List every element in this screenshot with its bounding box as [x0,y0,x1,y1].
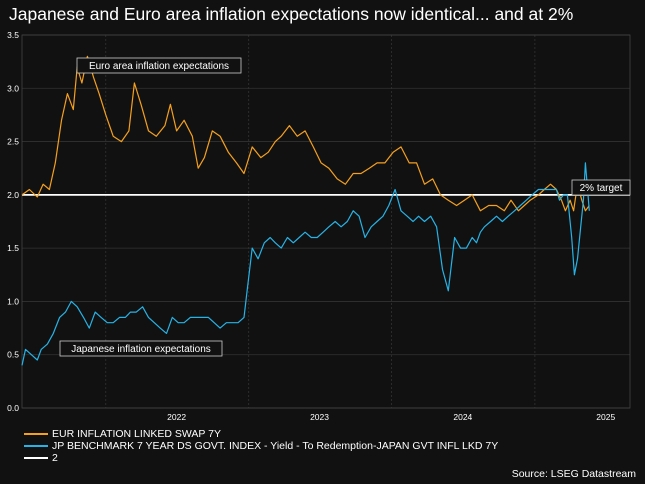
x-tick-label: 2025 [596,412,615,422]
y-tick-label: 3.0 [7,83,19,93]
legend-swatch [24,433,48,435]
y-tick-label: 0.5 [7,350,19,360]
x-tick-label: 2023 [310,412,329,422]
source-note: Source: LSEG Datastream [511,468,636,480]
target-annotation-box [571,179,631,196]
annotations: Euro area inflation expectations Japanese… [59,57,631,357]
legend-label: EUR INFLATION LINKED SWAP 7Y [52,428,222,440]
series-lines [21,55,630,366]
japan-annotation-text: Japanese inflation expectations [71,344,211,355]
euro-annotation-text: Euro area inflation expectations [89,61,229,72]
target-annotation-text: 2% target [580,183,623,194]
legend: EUR INFLATION LINKED SWAP 7Y JP BENCHMAR… [24,428,498,464]
legend-label: JP BENCHMARK 7 YEAR DS GOVT. INDEX - Yie… [52,440,499,452]
x-tick-label: 2022 [167,412,186,422]
x-tick-label: 2024 [453,412,472,422]
euro-series-line [21,55,590,212]
y-tick-label: 2.0 [7,190,19,200]
axes: 0.0 0.5 1.0 1.5 2.0 2.5 3.0 3.5 2022 2023 2024 2025 [7,30,631,422]
y-tick-label: 1.5 [7,243,19,253]
japan-annotation: Japanese inflation expectations [59,340,223,357]
legend-swatch [24,445,48,447]
japan-series-line [21,162,590,366]
euro-annotation-box [76,57,242,74]
japan-annotation-box [59,340,223,357]
y-tick-label: 3.5 [7,30,19,40]
plot-frame [21,34,631,409]
legend-item-japan: JP BENCHMARK 7 YEAR DS GOVT. INDEX - Yie… [24,440,498,452]
y-tick-label: 1.0 [7,296,19,306]
legend-item-euro: EUR INFLATION LINKED SWAP 7Y [24,428,498,440]
legend-item-target: 2 [24,452,498,464]
target-annotation: 2% target [571,179,631,196]
chart-title: Japanese and Euro area inflation expecta… [9,4,574,24]
y-tick-label: 0.0 [7,403,19,413]
y-tick-label: 2.5 [7,137,19,147]
legend-label: 2 [52,452,58,464]
legend-swatch [24,457,48,459]
euro-annotation: Euro area inflation expectations [76,57,242,74]
